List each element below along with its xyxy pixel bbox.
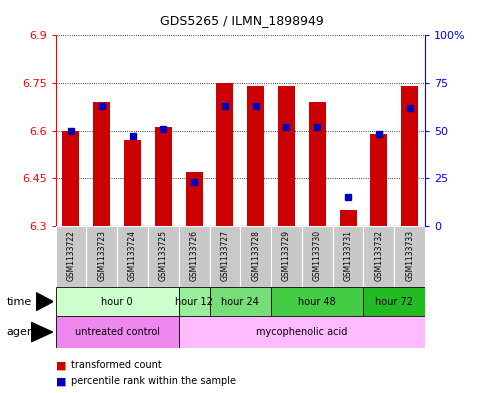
Bar bbox=[179, 226, 210, 287]
Bar bbox=[185, 172, 202, 226]
Text: percentile rank within the sample: percentile rank within the sample bbox=[71, 376, 237, 386]
Text: hour 0: hour 0 bbox=[101, 297, 133, 307]
Bar bbox=[117, 226, 148, 287]
Bar bbox=[124, 140, 141, 226]
Bar bbox=[86, 226, 117, 287]
Bar bbox=[179, 287, 210, 316]
Text: untreated control: untreated control bbox=[75, 327, 159, 337]
Bar bbox=[210, 287, 271, 316]
Bar bbox=[302, 226, 333, 287]
Bar bbox=[364, 287, 425, 316]
Text: mycophenolic acid: mycophenolic acid bbox=[256, 327, 348, 337]
Text: GSM1133733: GSM1133733 bbox=[405, 230, 414, 281]
Text: GSM1133724: GSM1133724 bbox=[128, 230, 137, 281]
Text: ■: ■ bbox=[56, 376, 66, 386]
Bar bbox=[271, 287, 364, 316]
Bar bbox=[56, 316, 179, 348]
Bar bbox=[394, 226, 425, 287]
Text: agent: agent bbox=[6, 327, 39, 337]
Text: ■: ■ bbox=[56, 360, 66, 371]
Bar bbox=[364, 226, 394, 287]
Text: GSM1133727: GSM1133727 bbox=[220, 230, 229, 281]
Bar bbox=[155, 127, 172, 226]
Text: hour 48: hour 48 bbox=[298, 297, 336, 307]
Bar bbox=[179, 316, 425, 348]
Bar bbox=[62, 130, 79, 226]
Bar bbox=[216, 83, 233, 226]
Bar bbox=[56, 226, 86, 287]
Bar bbox=[333, 226, 364, 287]
Text: GSM1133732: GSM1133732 bbox=[374, 230, 384, 281]
Bar bbox=[93, 102, 110, 226]
Text: GSM1133726: GSM1133726 bbox=[190, 230, 199, 281]
Text: time: time bbox=[6, 297, 31, 307]
Text: GSM1133728: GSM1133728 bbox=[251, 230, 260, 281]
Polygon shape bbox=[36, 293, 53, 310]
Text: GDS5265 / ILMN_1898949: GDS5265 / ILMN_1898949 bbox=[159, 14, 324, 27]
Text: GSM1133722: GSM1133722 bbox=[67, 230, 75, 281]
Text: GSM1133730: GSM1133730 bbox=[313, 230, 322, 281]
Text: transformed count: transformed count bbox=[71, 360, 162, 371]
Text: GSM1133723: GSM1133723 bbox=[97, 230, 106, 281]
Bar bbox=[401, 86, 418, 226]
Text: GSM1133731: GSM1133731 bbox=[343, 230, 353, 281]
Text: GSM1133729: GSM1133729 bbox=[282, 230, 291, 281]
Bar bbox=[240, 226, 271, 287]
Bar bbox=[247, 86, 264, 226]
Bar bbox=[56, 287, 179, 316]
Text: hour 24: hour 24 bbox=[221, 297, 259, 307]
Text: GSM1133725: GSM1133725 bbox=[159, 230, 168, 281]
Bar bbox=[278, 86, 295, 226]
Bar bbox=[271, 226, 302, 287]
Polygon shape bbox=[31, 322, 53, 342]
Bar bbox=[340, 210, 356, 226]
Text: hour 72: hour 72 bbox=[375, 297, 413, 307]
Bar bbox=[309, 102, 326, 226]
Bar bbox=[210, 226, 240, 287]
Bar bbox=[370, 134, 387, 226]
Bar bbox=[148, 226, 179, 287]
Text: hour 12: hour 12 bbox=[175, 297, 213, 307]
